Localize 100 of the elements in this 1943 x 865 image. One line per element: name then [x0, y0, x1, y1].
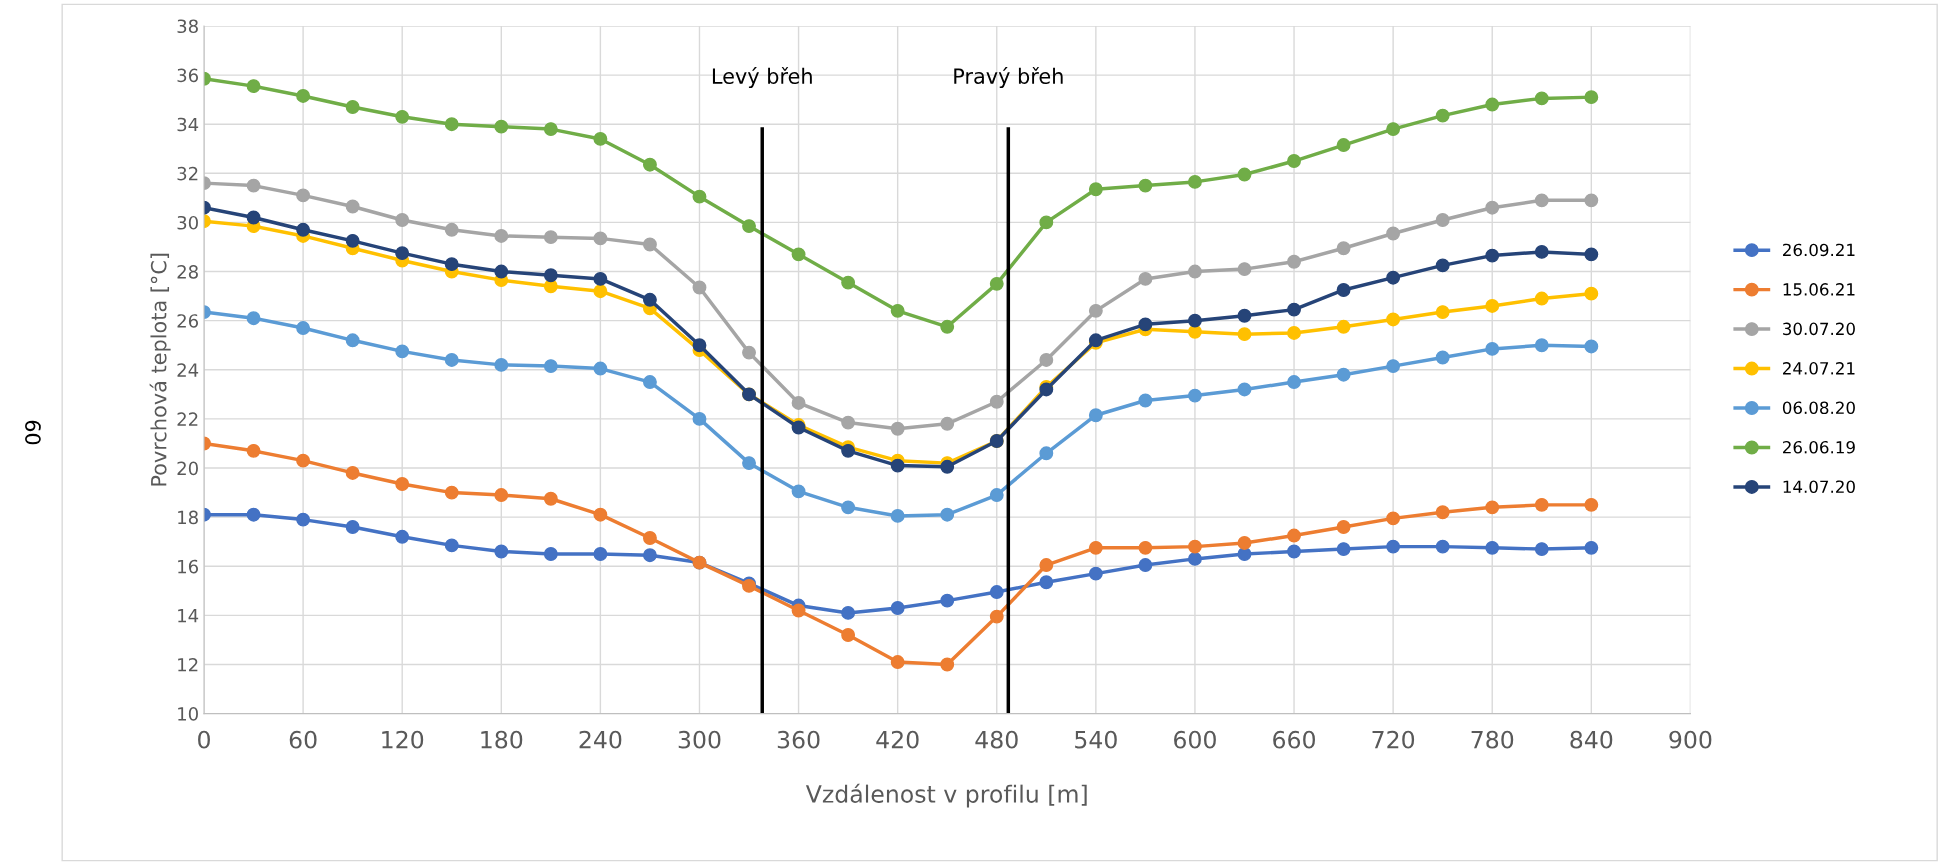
point [1584, 193, 1599, 208]
point [989, 585, 1004, 599]
point [1336, 138, 1351, 153]
point [742, 219, 756, 234]
point [1485, 97, 1500, 112]
y-tick-label: 20 [177, 461, 198, 476]
ref-line-label: Levý břeh [712, 67, 812, 89]
point [890, 601, 905, 615]
point [890, 655, 905, 669]
point [1534, 542, 1549, 557]
point [1386, 270, 1401, 285]
point [692, 411, 707, 426]
point [1336, 520, 1351, 534]
point [296, 89, 311, 103]
point [692, 280, 707, 295]
point [1485, 298, 1500, 313]
point [841, 275, 856, 290]
point [395, 109, 410, 124]
point [642, 375, 657, 390]
point [494, 228, 509, 243]
x-tick-label: 420 [876, 730, 919, 749]
point [444, 485, 459, 500]
point [395, 529, 410, 544]
x-tick-label: 660 [1273, 730, 1315, 749]
point [1237, 327, 1252, 342]
point [1039, 215, 1054, 230]
point [642, 237, 657, 252]
point [1584, 540, 1599, 555]
point [1336, 241, 1351, 256]
legend-label: 06.08.20 [1782, 401, 1855, 415]
point [1138, 271, 1153, 286]
point [989, 609, 1004, 624]
point [246, 311, 261, 326]
point [1534, 338, 1549, 353]
point [791, 603, 806, 618]
point [742, 345, 756, 360]
point [345, 333, 360, 348]
point [1386, 122, 1401, 137]
x-tick-label: 900 [1669, 730, 1712, 749]
y-tick-label: 30 [177, 215, 198, 230]
point [1287, 528, 1301, 543]
point [1088, 182, 1103, 197]
point [543, 491, 558, 506]
point [742, 456, 756, 471]
point [1237, 167, 1252, 182]
point [1485, 500, 1500, 515]
point [692, 189, 707, 204]
legend-label: 24.07.21 [1783, 362, 1855, 375]
point [345, 465, 360, 480]
point [890, 458, 905, 473]
point [841, 628, 856, 642]
point [543, 279, 558, 294]
x-tick-label: 60 [289, 730, 317, 749]
point [1435, 539, 1450, 554]
point [345, 199, 360, 214]
point [989, 394, 1004, 409]
point [543, 359, 558, 374]
point [1138, 317, 1153, 332]
point [890, 303, 905, 318]
x-tick-label: 360 [777, 730, 820, 749]
point [395, 477, 410, 491]
point [1534, 244, 1549, 259]
point [543, 230, 558, 245]
point [1287, 375, 1301, 390]
point [1287, 302, 1301, 317]
point [1435, 108, 1450, 123]
point [1435, 305, 1450, 320]
x-axis-title: Vzdálenost v profilu [m] [805, 783, 1087, 808]
point [1187, 264, 1202, 279]
point [890, 508, 905, 523]
legend-label: 26.06.19 [1783, 440, 1855, 454]
point [1039, 558, 1054, 572]
x-tick-label: 180 [481, 730, 523, 749]
ref-line-label: Pravý břeh [954, 67, 1063, 89]
point [940, 593, 955, 608]
x-tick-label: 0 [198, 730, 210, 749]
point [1287, 254, 1301, 269]
point [494, 357, 509, 372]
point [395, 213, 410, 227]
point [246, 79, 261, 94]
x-tick-label: 780 [1471, 730, 1514, 749]
point [593, 507, 608, 522]
point [1088, 566, 1103, 581]
point [841, 500, 856, 515]
point [246, 507, 261, 522]
point [791, 247, 806, 262]
point [1584, 247, 1599, 262]
point [444, 353, 459, 367]
x-tick-label: 840 [1570, 730, 1613, 749]
point [791, 395, 806, 410]
point [1187, 539, 1202, 554]
point [296, 512, 311, 527]
y-tick-label: 14 [178, 609, 199, 623]
point [296, 321, 311, 335]
point [1187, 388, 1202, 403]
x-tick-label: 300 [678, 730, 721, 749]
point [1336, 283, 1351, 297]
point [940, 416, 955, 431]
point [543, 122, 558, 137]
point [1435, 213, 1450, 227]
